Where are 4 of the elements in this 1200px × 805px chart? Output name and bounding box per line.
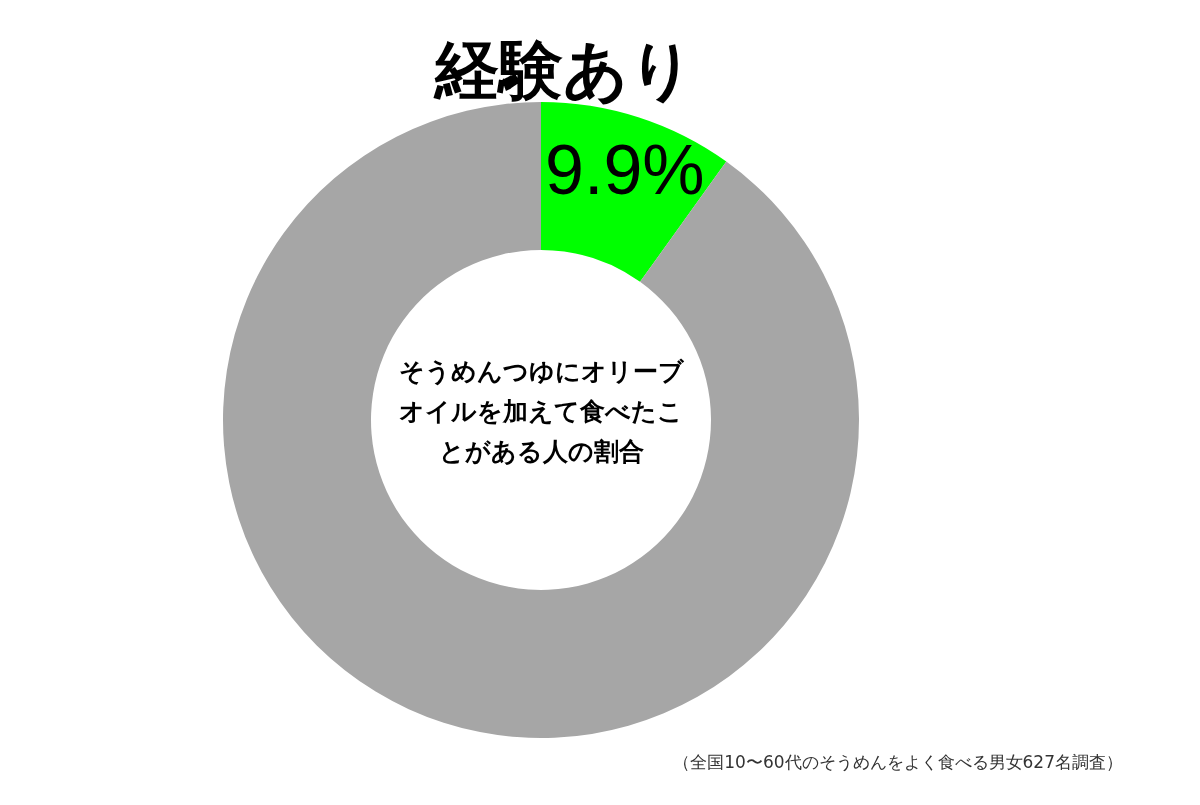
- data-label: 9.9%: [545, 131, 705, 210]
- slice-label: 経験あり: [433, 33, 696, 107]
- text: （全国10〜60代のそうめんをよく食べる男女627名調査）: [673, 752, 1123, 772]
- text: そうめんつゆにオリーブオイルを加えて食べたことがある人の割合: [398, 357, 685, 466]
